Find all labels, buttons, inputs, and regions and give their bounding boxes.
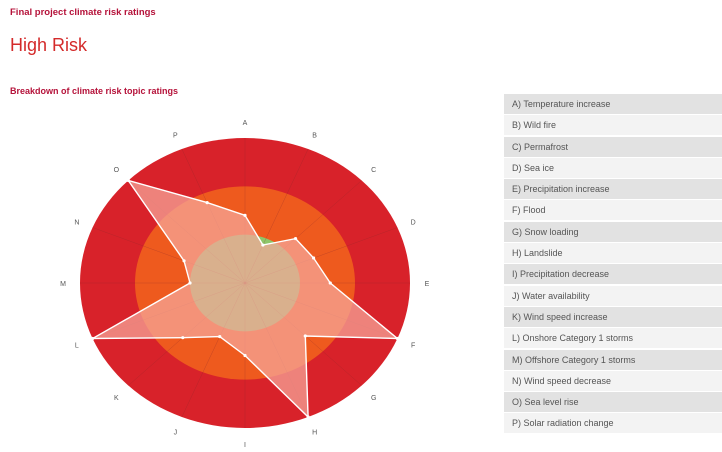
data-point-h bbox=[306, 415, 310, 419]
data-point-i bbox=[243, 353, 247, 358]
axis-label-e: E bbox=[425, 281, 430, 288]
legend-item-d: D) Sea ice bbox=[504, 157, 722, 178]
legend-item-m: M) Offshore Category 1 storms bbox=[504, 349, 722, 370]
legend-item-o: O) Sea level rise bbox=[504, 392, 722, 413]
legend-item-j: J) Water availability bbox=[504, 285, 722, 306]
section-title: Final project climate risk ratings bbox=[10, 7, 156, 18]
legend-item-h: H) Landslide bbox=[504, 243, 722, 264]
axis-label-p: P bbox=[173, 132, 178, 139]
data-point-p bbox=[205, 201, 209, 205]
legend-item-g: G) Snow loading bbox=[504, 221, 722, 242]
axis-label-i: I bbox=[244, 442, 246, 449]
data-point-b bbox=[261, 243, 265, 247]
legend-item-c: C) Permafrost bbox=[504, 136, 722, 157]
breakdown-title: Breakdown of climate risk topic ratings bbox=[10, 86, 179, 96]
overall-risk-rating: High Risk bbox=[10, 35, 88, 55]
legend-item-i: I) Precipitation decrease bbox=[504, 264, 722, 285]
axis-label-k: K bbox=[114, 395, 119, 402]
axis-label-d: D bbox=[411, 219, 416, 226]
axis-label-h: H bbox=[312, 430, 317, 437]
data-point-a bbox=[243, 213, 247, 217]
axis-label-f: F bbox=[411, 343, 415, 350]
axis-label-m: M bbox=[60, 281, 66, 288]
data-point-g bbox=[303, 334, 307, 338]
legend-item-a: A) Temperature increase bbox=[504, 94, 722, 114]
data-point-k bbox=[181, 336, 185, 340]
data-point-o bbox=[126, 178, 130, 183]
axis-label-a: A bbox=[243, 120, 248, 127]
axis-label-b: B bbox=[312, 132, 317, 139]
legend-item-e: E) Precipitation increase bbox=[504, 179, 722, 200]
axis-label-g: G bbox=[371, 395, 376, 402]
legend-item-n: N) Wind speed decrease bbox=[504, 370, 722, 391]
legend-item-k: K) Wind speed increase bbox=[504, 306, 722, 327]
axis-label-c: C bbox=[371, 167, 376, 174]
data-point-m bbox=[188, 281, 192, 285]
data-point-n bbox=[182, 259, 186, 263]
axis-label-o: O bbox=[114, 167, 120, 174]
legend-item-l: L) Onshore Category 1 storms bbox=[504, 328, 722, 349]
legend-item-f: F) Flood bbox=[504, 200, 722, 221]
axis-label-l: L bbox=[75, 343, 79, 350]
data-point-j bbox=[218, 334, 222, 339]
risk-topic-legend: A) Temperature increase B) Wild fire C) … bbox=[504, 94, 722, 435]
axis-label-j: J bbox=[174, 430, 178, 437]
data-point-e bbox=[328, 281, 332, 285]
legend-item-b: B) Wild fire bbox=[504, 115, 722, 136]
data-point-d bbox=[311, 256, 316, 260]
data-point-f bbox=[395, 336, 400, 341]
axis-label-n: N bbox=[74, 219, 79, 226]
data-point-l bbox=[90, 336, 95, 341]
data-point-c bbox=[293, 236, 298, 241]
radar-chart: A B C D E F G H I J K L M N O P bbox=[60, 120, 430, 449]
legend-item-p: P) Solar radiation change bbox=[504, 413, 722, 434]
